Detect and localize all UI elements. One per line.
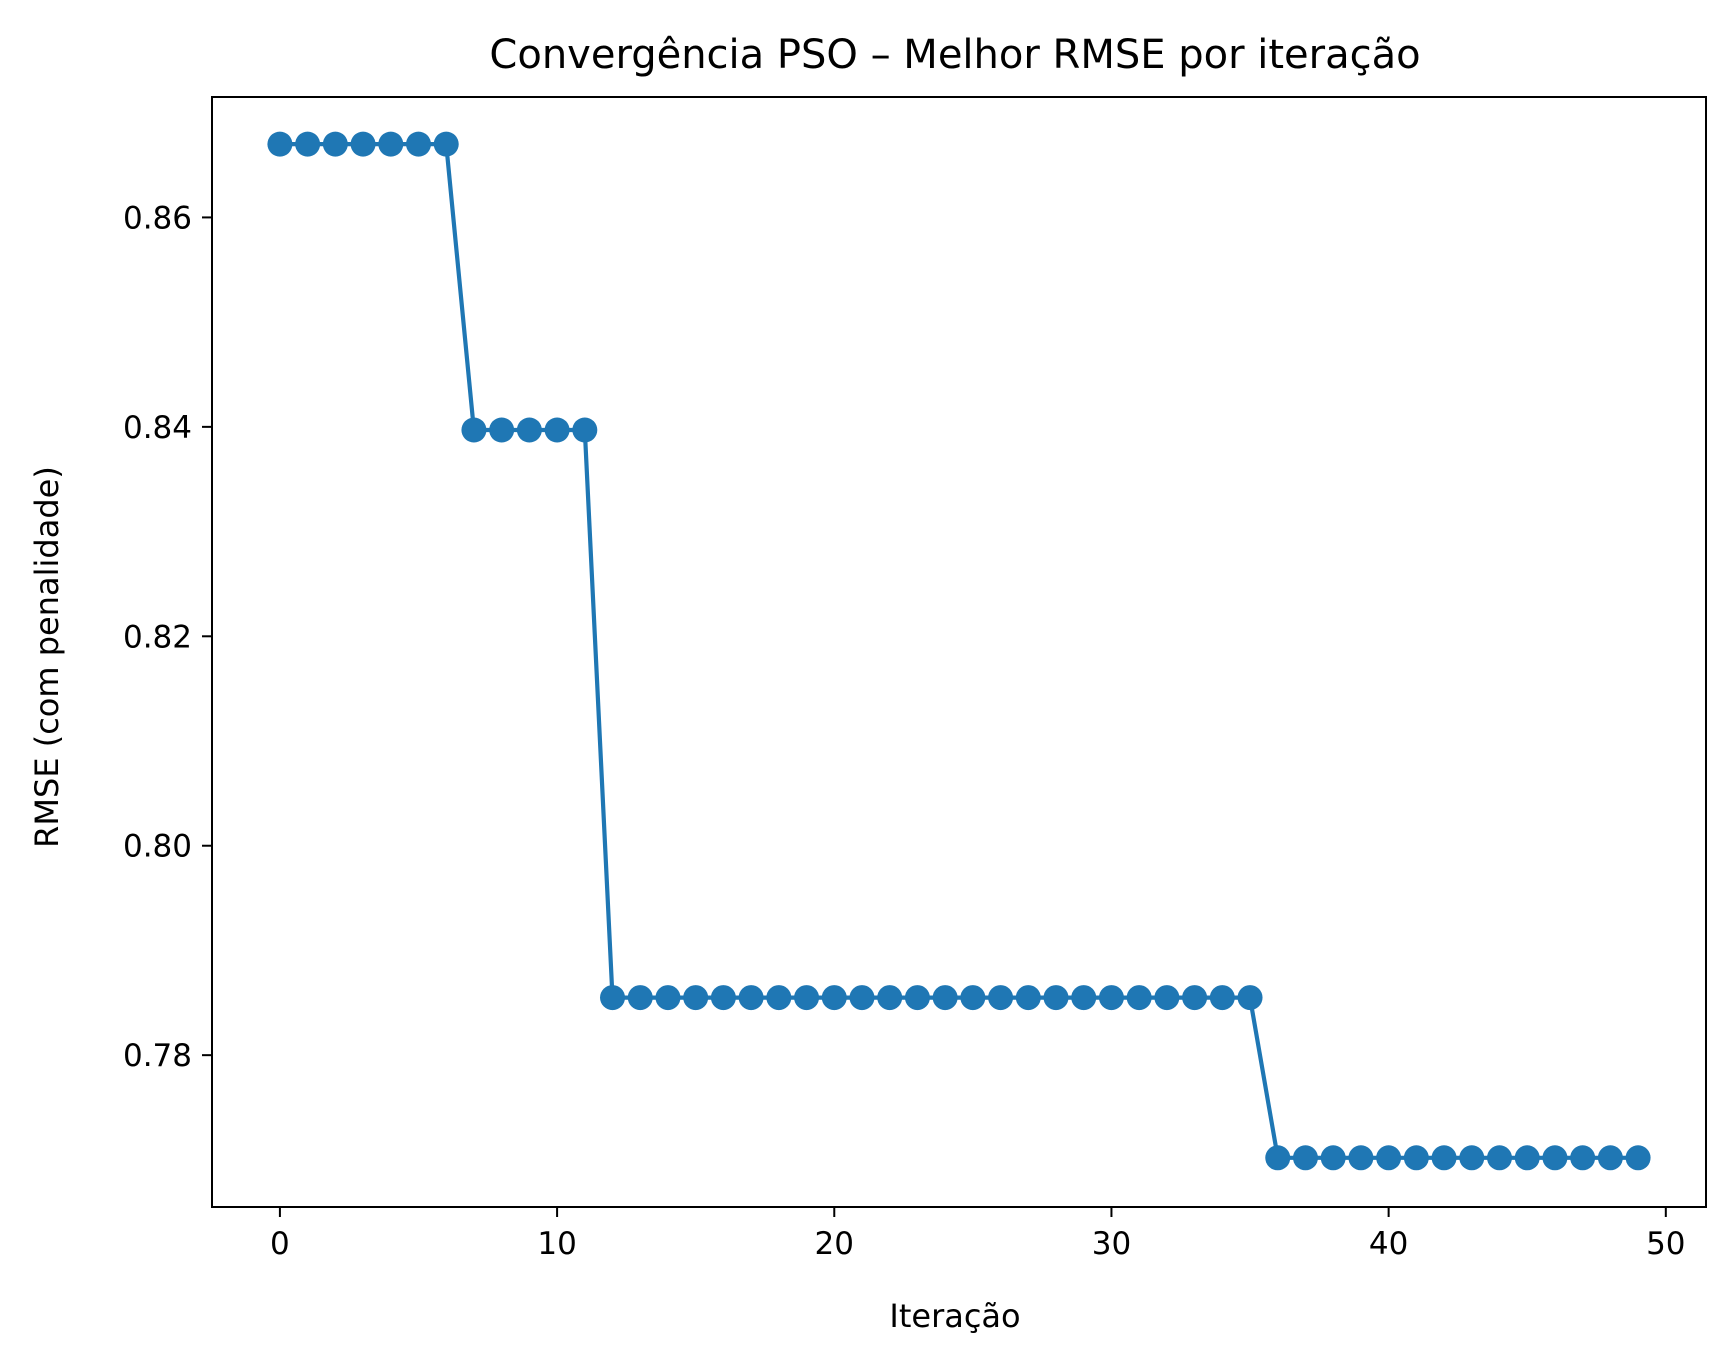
data-point [1265,1145,1291,1171]
x-tick-label: 30 [1092,1226,1131,1262]
data-point [1431,1145,1457,1171]
data-point [766,985,792,1011]
data-point [1542,1145,1568,1171]
data-point [516,417,542,443]
data-point [821,985,847,1011]
data-point [433,131,459,157]
data-point [405,131,431,157]
x-axis-ticks: 0 10 20 30 40 50 [270,1207,1686,1262]
data-point [1597,1145,1623,1171]
data-point [683,985,709,1011]
data-point [572,417,598,443]
x-tick-label: 10 [537,1226,576,1262]
data-point [1514,1145,1540,1171]
data-point [350,131,376,157]
y-tick-label: 0.84 [123,410,192,446]
data-point [1376,1145,1402,1171]
data-point [489,417,515,443]
data-point [1320,1145,1346,1171]
data-point [1487,1145,1513,1171]
y-tick-label: 0.86 [123,200,192,236]
y-tick-label: 0.82 [123,619,192,655]
y-tick-label: 0.80 [123,829,192,865]
data-point [1209,985,1235,1011]
axes-frame [211,96,1707,1208]
data-point [461,417,487,443]
data-point [655,985,681,1011]
data-point [627,985,653,1011]
data-point [1292,1145,1318,1171]
data-point [988,985,1014,1011]
data-point [1043,985,1069,1011]
data-point [1126,985,1152,1011]
data-point [1348,1145,1374,1171]
data-point [600,985,626,1011]
data-point [544,417,570,443]
data-point [932,985,958,1011]
data-point [322,131,348,157]
data-point [738,985,764,1011]
data-point [1403,1145,1429,1171]
data-point [710,985,736,1011]
x-tick-label: 20 [815,1226,854,1262]
data-point [960,985,986,1011]
data-point [1015,985,1041,1011]
data-point [1459,1145,1485,1171]
data-point [1625,1145,1651,1171]
x-tick-label: 50 [1646,1226,1685,1262]
y-tick-label: 0.78 [123,1038,192,1074]
data-point [378,131,404,157]
data-point [849,985,875,1011]
plot-area [211,96,1707,1208]
y-axis-label: RMSE (com penalidade) [28,466,66,848]
data-point [1570,1145,1596,1171]
data-point [295,131,321,157]
x-axis-label: Iteração [889,1297,1020,1335]
x-tick-label: 40 [1369,1226,1408,1262]
data-point [877,985,903,1011]
data-point [904,985,930,1011]
data-point [1182,985,1208,1011]
data-point [1237,985,1263,1011]
data-point [1098,985,1124,1011]
x-tick-label: 0 [270,1226,290,1262]
data-point [267,131,293,157]
chart-title: Convergência PSO – Melhor RMSE por itera… [489,32,1420,78]
data-point [1154,985,1180,1011]
data-point [794,985,820,1011]
y-axis-ticks: 0.78 0.80 0.82 0.84 0.86 [123,200,212,1074]
series-layer [267,131,1651,1171]
data-point [1071,985,1097,1011]
